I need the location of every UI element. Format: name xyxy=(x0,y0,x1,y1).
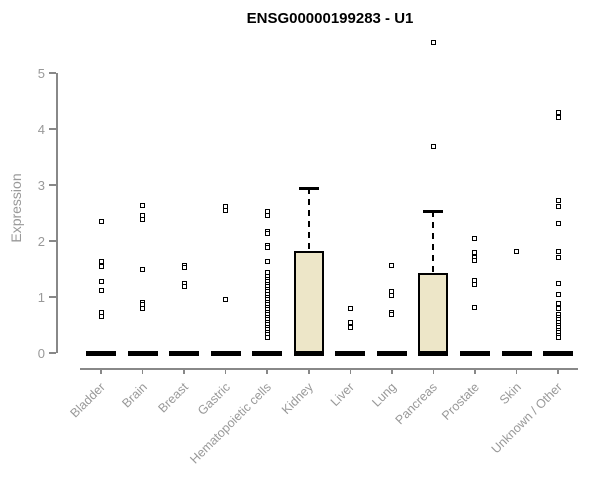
outlier-point xyxy=(264,334,270,340)
outlier-point xyxy=(347,325,353,331)
zero-bar xyxy=(86,351,116,356)
y-tick xyxy=(49,352,56,354)
y-tick xyxy=(49,72,56,74)
y-tick-label: 1 xyxy=(37,289,45,305)
outlier-point xyxy=(555,220,561,226)
outlier-point xyxy=(181,264,187,270)
outlier-point xyxy=(264,245,270,251)
outlier-point xyxy=(181,284,187,290)
outlier-point xyxy=(223,297,229,303)
median-bar xyxy=(293,351,324,356)
outlier-point xyxy=(555,334,561,340)
box xyxy=(293,251,324,355)
outlier-point xyxy=(389,311,395,317)
y-tick xyxy=(49,184,56,186)
outlier-point xyxy=(140,217,146,223)
median-bar xyxy=(418,351,449,356)
outlier-point xyxy=(555,248,561,254)
outlier-point xyxy=(347,319,353,325)
zero-bar xyxy=(376,351,407,356)
y-tick-label: 0 xyxy=(37,345,45,361)
y-tick-label: 3 xyxy=(37,177,45,193)
x-axis-line xyxy=(80,368,578,370)
outlier-point xyxy=(555,291,561,297)
outlier-point xyxy=(223,208,229,214)
x-tick xyxy=(557,368,559,374)
outlier-point xyxy=(430,39,436,45)
outlier-point xyxy=(472,236,478,242)
y-axis-line xyxy=(56,73,58,353)
outlier-point xyxy=(98,313,104,319)
outlier-point xyxy=(98,218,104,224)
outlier-point xyxy=(98,279,104,285)
box-whisker xyxy=(432,210,435,273)
outlier-point xyxy=(472,257,478,263)
x-tick xyxy=(100,368,102,374)
outlier-point xyxy=(98,263,104,269)
outlier-point xyxy=(472,281,478,287)
outlier-point xyxy=(98,258,104,264)
chart-title: ENSG00000199283 - U1 xyxy=(246,10,414,27)
whisker-cap xyxy=(298,186,319,190)
x-tick xyxy=(515,368,518,374)
zero-bar xyxy=(543,351,574,356)
x-tick xyxy=(266,368,268,374)
outlier-point xyxy=(555,255,561,261)
y-tick-label: 5 xyxy=(37,65,45,81)
y-tick-label: 4 xyxy=(37,121,45,137)
outlier-point xyxy=(430,144,436,150)
x-tick xyxy=(141,368,144,374)
y-tick-label: 2 xyxy=(37,233,45,249)
x-tick xyxy=(349,368,352,374)
whisker-cap xyxy=(423,209,444,213)
x-tick xyxy=(183,368,185,374)
outlier-point xyxy=(555,204,561,210)
outlier-point xyxy=(389,262,395,268)
outlier-point xyxy=(347,306,353,312)
y-tick xyxy=(49,240,56,242)
outlier-point xyxy=(264,231,270,237)
box xyxy=(418,272,449,355)
x-tick xyxy=(474,368,476,374)
outlier-point xyxy=(98,288,104,294)
outlier-point xyxy=(389,293,395,299)
outlier-point xyxy=(140,306,146,312)
outlier-point xyxy=(264,259,270,265)
x-tick xyxy=(224,368,227,374)
outlier-point xyxy=(514,248,519,254)
y-tick xyxy=(49,296,56,298)
outlier-point xyxy=(555,114,561,120)
box-whisker xyxy=(307,187,310,252)
outlier-point xyxy=(472,304,478,310)
outlier-point xyxy=(555,305,561,311)
zero-bar xyxy=(210,351,241,356)
x-tick xyxy=(432,368,435,374)
zero-bar xyxy=(335,351,366,356)
zero-bar xyxy=(127,351,158,356)
outlier-point xyxy=(555,197,561,203)
zero-bar xyxy=(252,351,283,356)
outlier-point xyxy=(555,280,561,286)
x-tick xyxy=(308,368,310,374)
zero-bar xyxy=(459,351,490,356)
outlier-point xyxy=(140,266,146,272)
outlier-point xyxy=(264,212,270,218)
y-tick xyxy=(49,128,56,130)
zero-bar xyxy=(169,351,200,356)
x-tick xyxy=(391,368,393,374)
zero-bar xyxy=(501,351,532,356)
outlier-point xyxy=(140,203,146,209)
